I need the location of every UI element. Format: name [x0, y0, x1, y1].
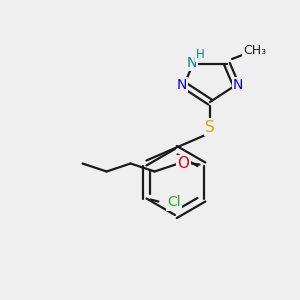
Text: O: O	[178, 156, 190, 171]
Text: H: H	[196, 49, 204, 62]
Text: Cl: Cl	[168, 196, 181, 209]
Text: CH₃: CH₃	[243, 44, 267, 56]
Text: N: N	[177, 78, 187, 92]
Text: N: N	[233, 78, 243, 92]
Text: S: S	[205, 119, 215, 134]
Text: N: N	[187, 56, 197, 70]
